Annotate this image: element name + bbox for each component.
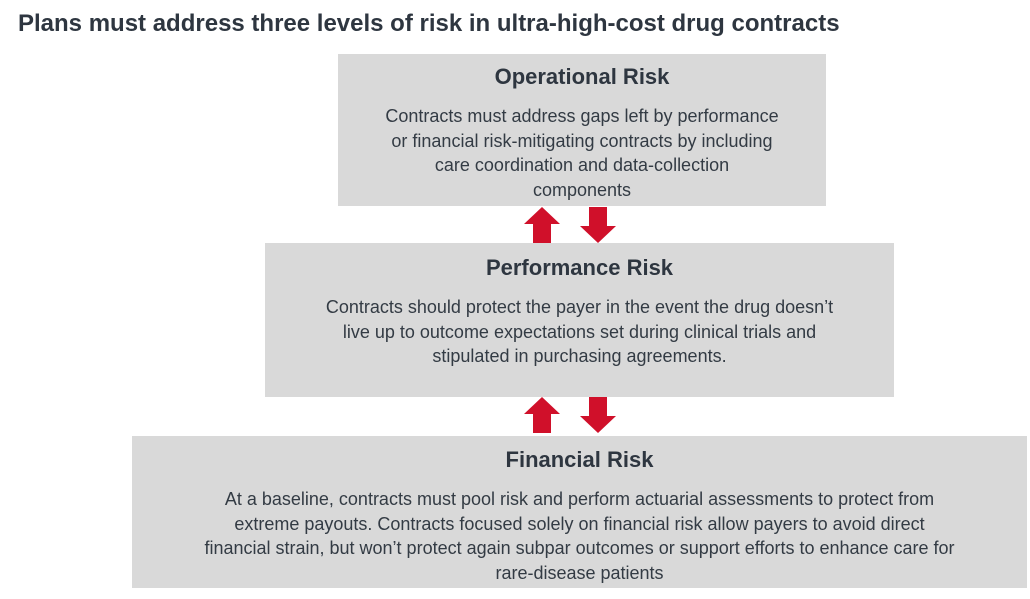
performance-risk-box: Performance Risk Contracts should protec… [265,243,894,397]
arrow-down-icon [580,397,616,433]
text-line: care coordination and data-collection [434,155,730,175]
text-line: Contracts should protect the payer in th… [325,297,834,317]
text-line: or financial risk-mitigating contracts b… [391,130,773,151]
financial-risk-box: Financial Risk At a baseline, contracts … [132,436,1027,588]
financial-risk-heading: Financial Risk [505,447,654,472]
text-line: extreme payouts. Contracts focused solel… [234,513,925,534]
text-line: financial strain, but won’t protect agai… [204,538,955,558]
financial-risk-text: At a baseline, contracts must pool risk … [144,487,1015,585]
arrow-up-icon [524,397,560,433]
text-line: live up to outcome expectations set duri… [342,321,817,342]
arrow-down-icon [580,207,616,243]
operational-risk-box: Operational Risk Contracts must address … [338,54,826,206]
operational-risk-heading: Operational Risk [494,64,670,89]
text-line: components [532,179,632,200]
operational-risk-text: Contracts must address gaps left by perf… [352,104,812,202]
performance-risk-heading: Performance Risk [485,255,674,280]
text-line: rare-disease patients [495,562,664,583]
arrow-up-icon [524,207,560,243]
performance-risk-text: Contracts should protect the payer in th… [279,295,880,369]
text-line: Contracts must address gaps left by perf… [385,106,779,126]
page-title: Plans must address three levels of risk … [18,10,840,37]
text-line: At a baseline, contracts must pool risk … [224,489,935,509]
text-line: stipulated in purchasing agreements. [432,346,727,366]
